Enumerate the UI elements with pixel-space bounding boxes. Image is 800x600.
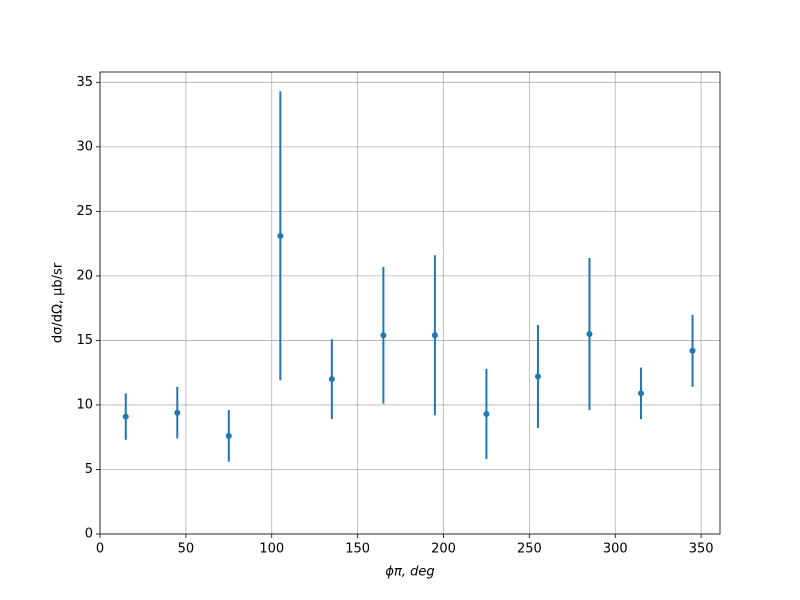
data-point (637, 390, 644, 397)
data-point (380, 332, 387, 339)
y-tick-label: 30 (76, 139, 93, 154)
x-tick-label: 0 (96, 542, 104, 557)
y-axis-label: dσ/dΩ, μb/sr (51, 262, 66, 343)
x-tick-label: 250 (517, 542, 542, 557)
x-axis-label: ϕπ, deg (385, 565, 434, 580)
y-tick-label: 10 (76, 397, 93, 412)
x-tick-label: 100 (259, 542, 284, 557)
y-tick-label: 0 (85, 527, 93, 542)
y-tick-label: 20 (76, 268, 93, 283)
data-point (122, 413, 129, 420)
plot-frame (99, 71, 721, 535)
data-point (483, 410, 490, 417)
data-point (225, 432, 232, 439)
data-point (277, 232, 284, 239)
x-tick-label: 50 (178, 542, 195, 557)
data-point (174, 409, 181, 416)
y-tick-label: 25 (76, 204, 93, 219)
data-point (586, 330, 593, 337)
data-point (534, 373, 541, 380)
data-point (431, 332, 438, 339)
data-point (689, 347, 696, 354)
y-tick-label: 15 (76, 333, 93, 348)
y-tick-label: 35 (76, 75, 93, 90)
x-tick-label: 350 (689, 542, 714, 557)
x-tick-label: 150 (345, 542, 370, 557)
y-tick-label: 5 (85, 462, 93, 477)
data-point (328, 376, 335, 383)
x-tick-label: 200 (431, 542, 456, 557)
x-tick-label: 300 (603, 542, 628, 557)
